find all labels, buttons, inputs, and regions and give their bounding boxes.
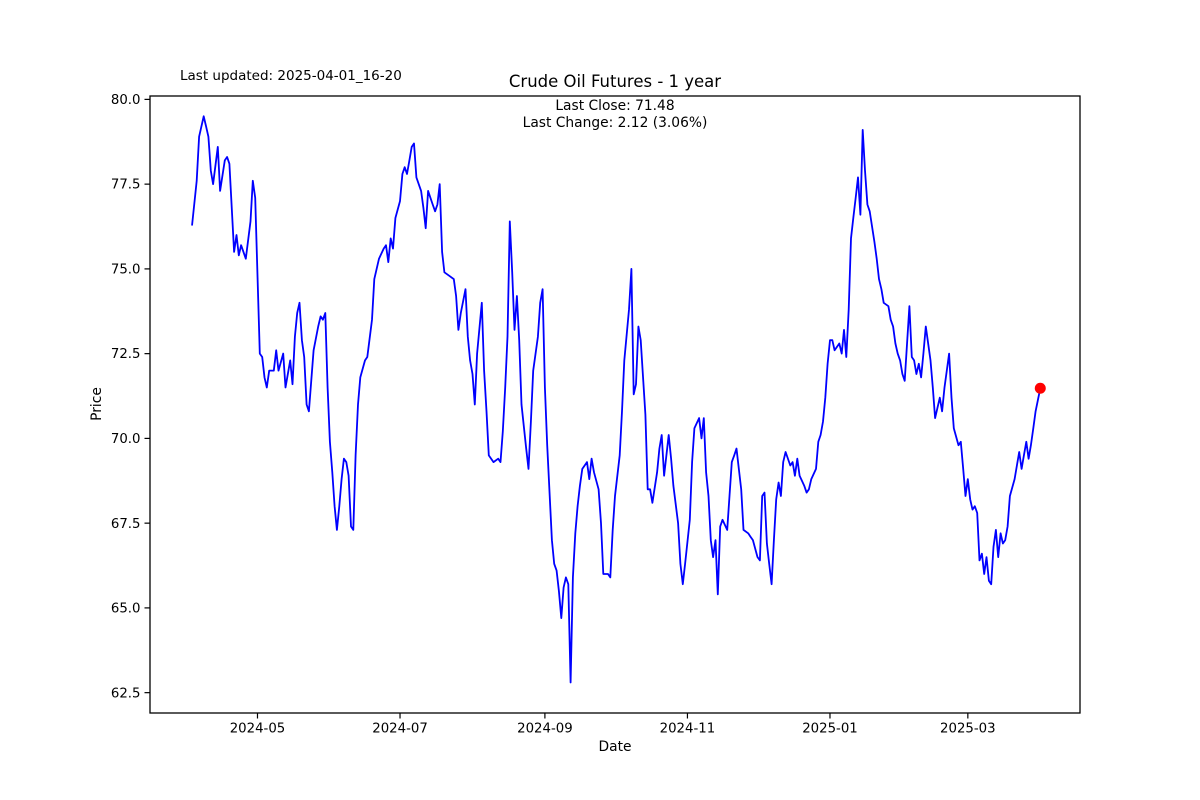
y-tick-label: 62.5 (111, 686, 141, 701)
chart-annotation: Last Close: 71.48 Last Change: 2.12 (3.0… (150, 98, 1080, 132)
x-tick-label: 2024-11 (660, 722, 716, 737)
last-price-marker (1034, 382, 1046, 394)
y-tick-label: 67.5 (111, 517, 141, 532)
x-tick-label: 2024-05 (230, 722, 286, 737)
y-tick-label: 72.5 (111, 347, 141, 362)
y-tick-label: 75.0 (111, 262, 141, 277)
y-tick-label: 65.0 (111, 602, 141, 617)
axes-frame (149, 95, 1081, 714)
y-axis-label: Price (89, 387, 105, 421)
last-updated-text: Last updated: 2025-04-01_16-20 (180, 68, 402, 84)
last-close-annotation: Last Close: 71.48 (555, 98, 675, 114)
chart-title: Crude Oil Futures - 1 year (508, 72, 722, 91)
x-tick-label: 2025-01 (802, 722, 858, 737)
x-tick-label: 2024-09 (517, 722, 573, 737)
x-axis-label: Date (598, 739, 632, 755)
x-tick-label: 2024-07 (372, 722, 428, 737)
y-tick-label: 80.0 (111, 93, 141, 108)
x-tick-label: 2025-03 (940, 722, 996, 737)
y-tick-label: 77.5 (111, 178, 141, 193)
y-tick-label: 70.0 (111, 432, 141, 447)
price-line (191, 115, 1042, 684)
last-change-annotation: Last Change: 2.12 (3.06%) (522, 115, 708, 131)
